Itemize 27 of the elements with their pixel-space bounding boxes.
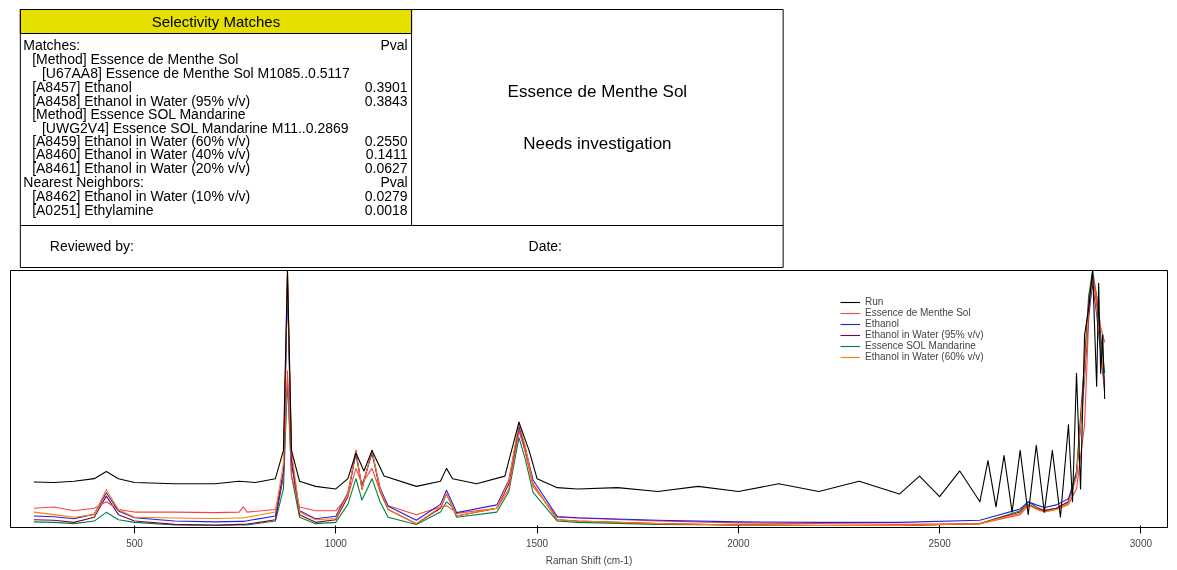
x-tick-label: 1000: [324, 537, 348, 549]
x-tick-label: 3000: [1129, 537, 1153, 549]
legend-label: Essence de Menthe Sol: [865, 307, 971, 318]
text: Reviewed by:: [49, 237, 134, 254]
legend-label: Essence SOL Mandarine: [865, 340, 976, 351]
x-tick-label: 2000: [727, 537, 750, 549]
legend-label: Ethanol in Water (95% v/v): [865, 329, 984, 340]
text: Essence de Menthe Sol: [507, 82, 688, 101]
text: 0.3901: [364, 78, 408, 95]
x-axis-title: Raman Shift (cm-1): [545, 554, 633, 566]
legend-label: Ethanol in Water (60% v/v): [865, 351, 984, 362]
x-tick-label: 1500: [525, 537, 549, 549]
text: 0.3843: [364, 92, 408, 109]
text: 0.0018: [364, 201, 408, 218]
x-tick-label: 500: [126, 537, 144, 549]
legend-label: Run: [865, 296, 885, 307]
text: 0.0627: [364, 159, 408, 176]
chart-title: Selectivity Matches: [151, 13, 281, 30]
x-tick-label: 2500: [928, 537, 952, 549]
text: Pval: [380, 173, 408, 190]
text: 0.0279: [364, 187, 408, 204]
text: Needs investigation: [523, 134, 672, 153]
legend-label: Ethanol: [865, 318, 899, 329]
text: Matches:: [23, 36, 81, 53]
text: [Method] Essence de Menthe Sol: [32, 50, 239, 67]
text: Date:: [528, 237, 563, 254]
text: Pval: [380, 36, 408, 53]
